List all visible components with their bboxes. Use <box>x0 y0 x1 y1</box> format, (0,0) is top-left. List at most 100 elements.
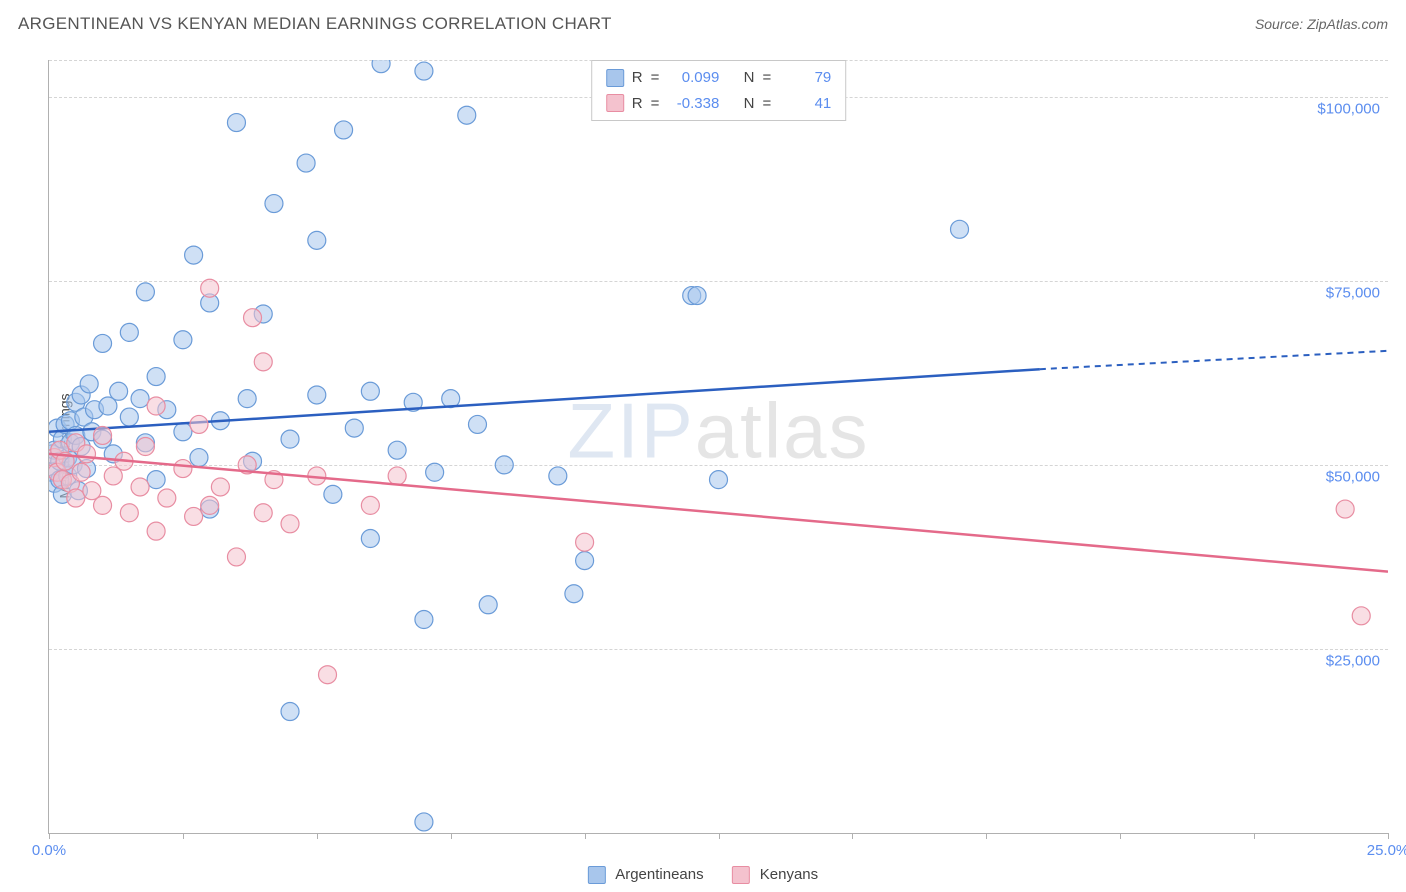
legend-row-kenyans: R = -0.338 N = 41 <box>606 91 832 117</box>
xtick <box>585 833 586 839</box>
scatter-point <box>174 331 192 349</box>
scatter-point <box>190 415 208 433</box>
scatter-point <box>565 585 583 603</box>
scatter-point <box>415 62 433 80</box>
legend-swatch-argentineans-icon <box>588 866 606 884</box>
xtick <box>1120 833 1121 839</box>
scatter-point <box>110 382 128 400</box>
scatter-point <box>265 195 283 213</box>
xtick <box>719 833 720 839</box>
scatter-point <box>94 496 112 514</box>
scatter-point <box>576 533 594 551</box>
scatter-plot-svg <box>49 60 1388 833</box>
scatter-point <box>227 548 245 566</box>
xtick <box>183 833 184 839</box>
scatter-point <box>147 522 165 540</box>
scatter-point <box>308 231 326 249</box>
scatter-point <box>549 467 567 485</box>
scatter-point <box>335 121 353 139</box>
scatter-point <box>361 382 379 400</box>
scatter-point <box>254 504 272 522</box>
scatter-point <box>77 445 95 463</box>
scatter-point <box>120 504 138 522</box>
xtick-label: 0.0% <box>32 842 66 859</box>
legend-item-argentineans: Argentineans <box>588 866 704 884</box>
scatter-point <box>281 515 299 533</box>
scatter-point <box>254 353 272 371</box>
scatter-point <box>308 386 326 404</box>
legend-bottom: Argentineans Kenyans <box>588 866 818 884</box>
regression-line-dashed <box>1040 351 1388 369</box>
correlation-legend-box: R = 0.099 N = 79 R = -0.338 N = 41 <box>591 60 847 121</box>
scatter-point <box>281 703 299 721</box>
legend-r-label: R <box>632 65 643 91</box>
scatter-point <box>174 460 192 478</box>
xtick <box>1254 833 1255 839</box>
scatter-point <box>710 471 728 489</box>
scatter-point <box>211 478 229 496</box>
scatter-point <box>458 106 476 124</box>
scatter-point <box>227 114 245 132</box>
scatter-point <box>297 154 315 172</box>
chart-plot-area: ZIPatlas R = 0.099 N = 79 R = -0.338 N =… <box>48 60 1388 834</box>
scatter-point <box>688 287 706 305</box>
scatter-point <box>185 246 203 264</box>
chart-header: ARGENTINEAN VS KENYAN MEDIAN EARNINGS CO… <box>0 0 1406 42</box>
scatter-point <box>120 408 138 426</box>
scatter-point <box>244 309 262 327</box>
scatter-point <box>174 423 192 441</box>
scatter-point <box>147 368 165 386</box>
scatter-point <box>479 596 497 614</box>
xtick <box>986 833 987 839</box>
scatter-point <box>238 390 256 408</box>
scatter-point <box>72 463 90 481</box>
scatter-point <box>1352 607 1370 625</box>
scatter-point <box>80 375 98 393</box>
xtick-label: 25.0% <box>1367 842 1406 859</box>
scatter-point <box>201 496 219 514</box>
scatter-point <box>426 463 444 481</box>
source-label: Source: ZipAtlas.com <box>1255 16 1388 32</box>
scatter-point <box>185 507 203 525</box>
scatter-point <box>324 485 342 503</box>
scatter-point <box>131 390 149 408</box>
scatter-point <box>131 478 149 496</box>
scatter-point <box>120 323 138 341</box>
scatter-point <box>388 441 406 459</box>
xtick <box>451 833 452 839</box>
xtick <box>317 833 318 839</box>
xtick <box>49 833 50 839</box>
scatter-point <box>281 430 299 448</box>
legend-swatch-argentineans <box>606 69 624 87</box>
scatter-point <box>1336 500 1354 518</box>
scatter-point <box>136 438 154 456</box>
scatter-point <box>468 415 486 433</box>
scatter-point <box>201 279 219 297</box>
scatter-point <box>495 456 513 474</box>
legend-n-value: 79 <box>779 65 831 91</box>
legend-n-label: N <box>744 65 755 91</box>
scatter-point <box>951 220 969 238</box>
scatter-point <box>136 283 154 301</box>
scatter-point <box>67 489 85 507</box>
scatter-point <box>361 530 379 548</box>
scatter-point <box>345 419 363 437</box>
xtick <box>852 833 853 839</box>
scatter-point <box>147 471 165 489</box>
legend-item-kenyans: Kenyans <box>732 866 819 884</box>
scatter-point <box>147 397 165 415</box>
scatter-point <box>94 426 112 444</box>
scatter-point <box>94 334 112 352</box>
legend-row-argentineans: R = 0.099 N = 79 <box>606 65 832 91</box>
scatter-point <box>190 449 208 467</box>
scatter-point <box>576 552 594 570</box>
scatter-point <box>415 813 433 831</box>
scatter-point <box>372 60 390 73</box>
xtick <box>1388 833 1389 839</box>
scatter-point <box>415 611 433 629</box>
chart-title: ARGENTINEAN VS KENYAN MEDIAN EARNINGS CO… <box>18 14 612 34</box>
legend-swatch-kenyans-icon <box>732 866 750 884</box>
scatter-point <box>158 489 176 507</box>
scatter-point <box>319 666 337 684</box>
legend-r-value: 0.099 <box>667 65 719 91</box>
